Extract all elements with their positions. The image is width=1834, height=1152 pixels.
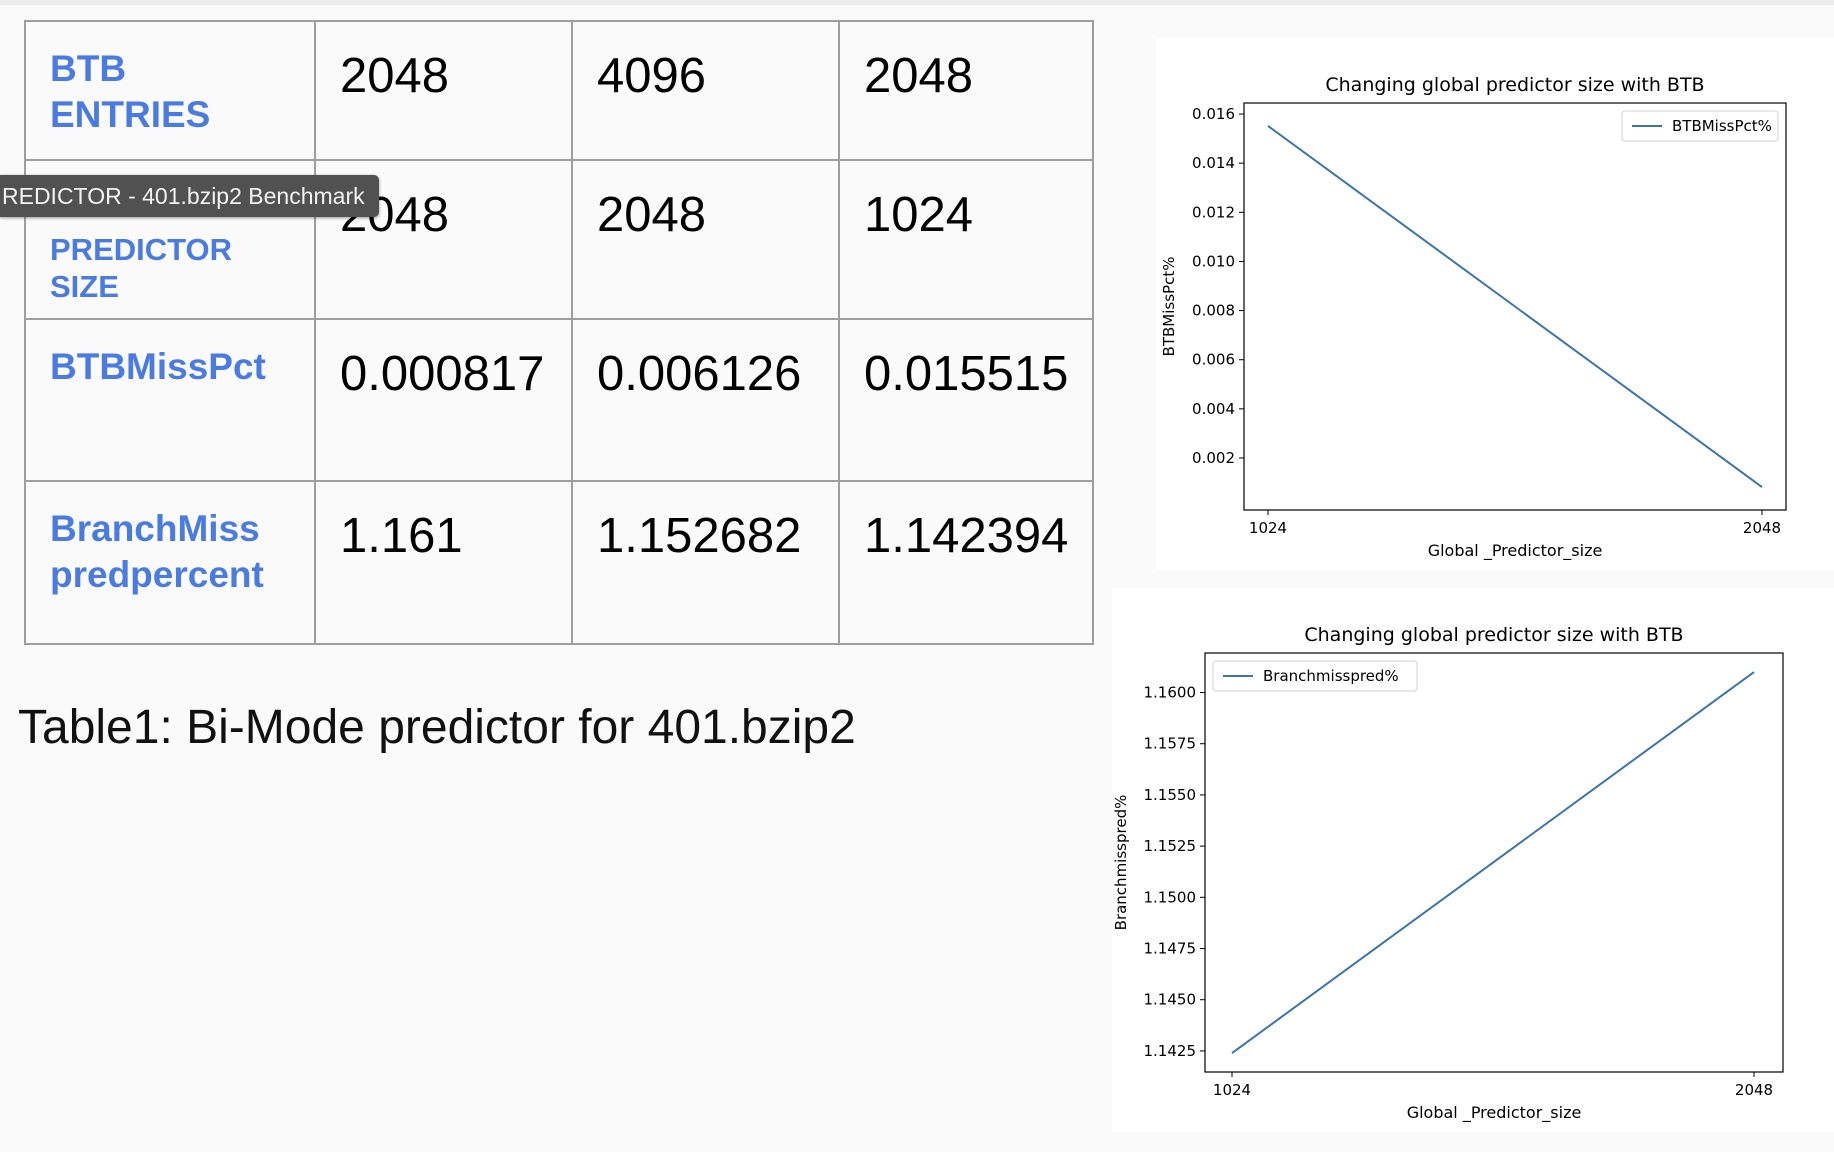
- table-cell: 1.161: [314, 480, 573, 645]
- row-header-branchmisspred: BranchMiss predpercent: [24, 480, 316, 645]
- tab-tooltip: REDICTOR - 401.bzip2 Benchmark: [0, 175, 379, 217]
- table-cell: 1.142394: [838, 480, 1094, 645]
- x-tick-label: 1024: [1213, 1081, 1251, 1099]
- plot-frame: [1204, 652, 1784, 1073]
- y-tick-label: 1.1500: [1144, 888, 1197, 906]
- x-tick-label: 1024: [1249, 519, 1287, 537]
- table-cell: 2048: [571, 159, 840, 320]
- table-cell: 0.000817: [314, 318, 573, 482]
- chart-title: Changing global predictor size with BTB: [1325, 74, 1704, 96]
- y-tick-label: 1.1475: [1144, 940, 1197, 958]
- series-line: [1267, 125, 1763, 488]
- y-tick-label: 0.010: [1192, 252, 1235, 270]
- branch-mispred-chart: Changing global predictor size with BTB 1…: [1112, 588, 1834, 1132]
- row-header-line: BTBMissPct: [50, 346, 266, 387]
- row-header-line: predpercent: [50, 554, 264, 595]
- y-tick-label: 1.1450: [1144, 991, 1197, 1009]
- table-cell: 2048: [838, 20, 1094, 161]
- legend-box: [1621, 110, 1779, 142]
- table-row: BranchMiss predpercent 1.161 1.152682 1.…: [24, 480, 1094, 645]
- y-axis-label: Branchmisspred%: [1112, 795, 1130, 931]
- row-header-line: BranchMiss: [50, 508, 260, 549]
- branch-mispred-chart-svg: Changing global predictor size with BTB 1…: [1112, 624, 1784, 1123]
- row-header-line: BTB: [50, 48, 127, 89]
- x-axis-label: Global _Predictor_size: [1407, 1103, 1582, 1123]
- table-cell: 0.006126: [571, 318, 840, 482]
- results-table: BTB ENTRIES 2048 4096 2048 PREDICTOR SIZ…: [24, 20, 1094, 645]
- legend-box: [1212, 660, 1418, 692]
- top-edge: [0, 0, 1834, 5]
- table-cell: 2048: [314, 20, 573, 161]
- row-header-btbmisspct: BTBMissPct: [24, 318, 316, 482]
- table-cell: 1.152682: [571, 480, 840, 645]
- y-tick-label: 1.1600: [1144, 684, 1197, 702]
- btb-miss-chart-svg: Changing global predictor size with BTB 0…: [1160, 74, 1787, 561]
- y-tick-label: 0.002: [1192, 449, 1235, 467]
- chart-title: Changing global predictor size with BTB: [1304, 624, 1683, 646]
- series-line: [1231, 671, 1755, 1054]
- y-axis-label: BTBMissPct%: [1160, 257, 1178, 357]
- table-row: PREDICTOR SIZE 2048 2048 1024: [24, 159, 1094, 320]
- row-header-btb-entries: BTB ENTRIES: [24, 20, 316, 161]
- btb-miss-chart: Changing global predictor size with BTB 0…: [1156, 38, 1834, 570]
- legend-label: Branchmisspred%: [1263, 667, 1399, 685]
- table-caption: Table1: Bi-Mode predictor for 401.bzip2: [18, 701, 856, 754]
- x-axis-label: Global _Predictor_size: [1428, 541, 1603, 561]
- table-cell: 0.015515: [838, 318, 1094, 482]
- y-tick-label: 1.1550: [1144, 786, 1197, 804]
- row-header-line: PREDICTOR: [50, 232, 233, 267]
- y-tick-label: 0.012: [1192, 203, 1235, 221]
- y-tick-label: 1.1525: [1144, 837, 1197, 855]
- table-cell: 1024: [838, 159, 1094, 320]
- x-tick-label: 2048: [1735, 1081, 1773, 1099]
- table-cell: 4096: [571, 20, 840, 161]
- y-tick-label: 0.008: [1192, 302, 1235, 320]
- y-tick-label: 0.006: [1192, 351, 1235, 369]
- y-tick-label: 0.016: [1192, 105, 1235, 123]
- table-row: BTB ENTRIES 2048 4096 2048: [24, 20, 1094, 161]
- row-header-line: ENTRIES: [50, 94, 211, 135]
- y-tick-label: 1.1575: [1144, 735, 1197, 753]
- plot-frame: [1243, 102, 1787, 511]
- table-row: BTBMissPct 0.000817 0.006126 0.015515: [24, 318, 1094, 482]
- x-tick-label: 2048: [1743, 519, 1781, 537]
- legend-label: BTBMissPct%: [1672, 117, 1772, 135]
- y-tick-label: 0.014: [1192, 154, 1235, 172]
- row-header-line: SIZE: [50, 269, 119, 304]
- y-tick-label: 0.004: [1192, 400, 1235, 418]
- y-tick-label: 1.1425: [1144, 1042, 1197, 1060]
